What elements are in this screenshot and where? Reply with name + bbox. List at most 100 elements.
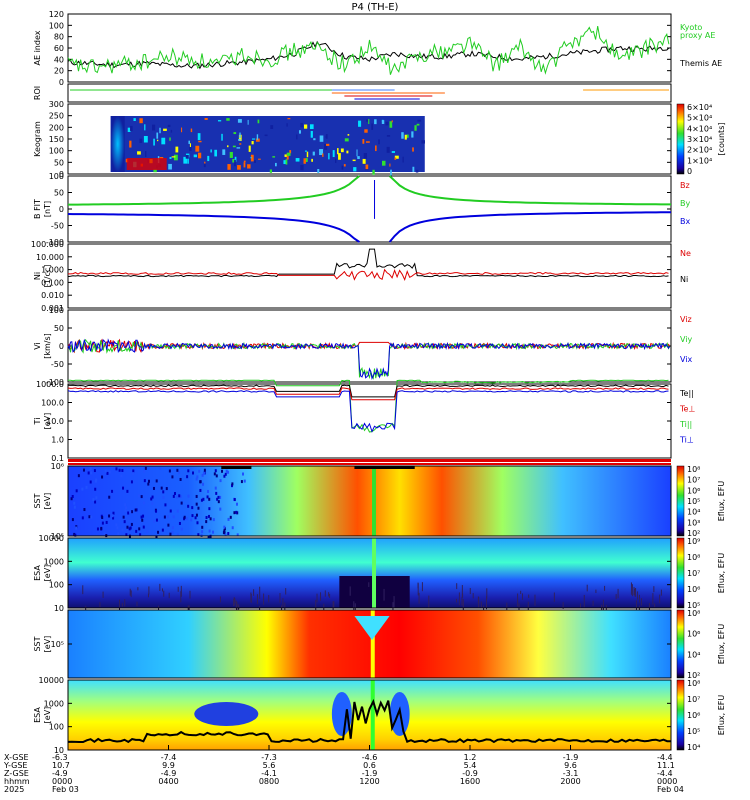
esa-e-streak: [219, 596, 221, 603]
sst-e-flag-2: [354, 466, 415, 469]
sst-e-noise: [81, 516, 84, 520]
esa_e-colorbar-tick: 10⁵: [687, 601, 700, 610]
sst-e-noise: [205, 520, 208, 524]
keogram-pixel: [226, 118, 230, 121]
b-series-bx-a: [67, 213, 360, 243]
keogram-pixel: [353, 167, 357, 172]
esa-e-streak: [580, 603, 582, 609]
ae-ylabel: AE index: [33, 30, 42, 65]
keogram-pixel: [221, 133, 223, 141]
esa-e-streak: [637, 591, 639, 600]
esa_i-colorbar-tick: 10⁸: [687, 679, 700, 688]
sst_i-yunit: [eV]: [43, 636, 52, 653]
esa-e-streak: [553, 592, 555, 602]
sst-e-noise: [87, 471, 90, 475]
keogram-y-tick-label: 0: [59, 170, 64, 179]
keogram-pixel: [385, 121, 389, 126]
keogram-pixel: [300, 164, 304, 171]
sst-e-noise: [215, 491, 218, 495]
ti-legend-0: Te||: [679, 389, 694, 398]
keogram-pixel: [338, 153, 341, 160]
keogram-pixel: [319, 135, 324, 142]
keogram-colorbar-tick: 1×10⁴: [687, 156, 712, 165]
keogram-pixel: [406, 134, 409, 138]
sst_e-colorbar-label: Eflux, EFU: [717, 481, 726, 522]
vi-yunit: [km/s]: [43, 333, 52, 359]
sst-e-noise: [108, 514, 111, 518]
sst-e-noise: [96, 527, 99, 531]
b-yunit: [nT]: [43, 201, 52, 217]
esa-e-streak: [421, 582, 423, 592]
esa_i-colorbar-tick: 10⁷: [687, 695, 700, 704]
sst-e-noise: [217, 495, 220, 499]
keogram-pixel: [257, 119, 260, 124]
sst-e-noise: [206, 495, 209, 499]
esa-e-streak: [518, 603, 520, 616]
keogram-pixel: [198, 140, 202, 143]
keogram-colorbar-tick: 0: [687, 167, 692, 176]
sst-e-noise: [101, 521, 104, 525]
esa-e-streak: [615, 594, 617, 600]
esa-e-streak: [604, 585, 606, 591]
keogram-colorbar-tick: 6×10⁴: [687, 103, 712, 112]
esa-e-streak: [324, 590, 326, 597]
esa-e-streak: [137, 587, 139, 591]
esa_e-frame: [67, 537, 672, 609]
keogram-pixel: [195, 145, 200, 152]
xaxis-x-value: 1.2: [464, 753, 477, 762]
sst-e-noise: [201, 530, 204, 534]
keogram-pixel: [304, 150, 307, 152]
esa-e-streak: [316, 593, 318, 603]
esa-e-streak: [633, 586, 635, 596]
esa-e-streak: [148, 586, 150, 595]
sst-e-noise: [151, 495, 154, 499]
keogram-pixel: [243, 162, 246, 168]
esa-e-streak: [168, 592, 170, 599]
roi-frame: [67, 83, 672, 103]
keogram-pixel: [175, 156, 178, 158]
ni-series-ne: [68, 268, 669, 281]
sst-e-noise: [138, 527, 141, 531]
keogram-pixel: [296, 134, 298, 140]
xaxis-z-value: -4.9: [52, 769, 68, 778]
keogram-pixel: [237, 119, 242, 123]
sst-e-noise: [143, 469, 146, 473]
keogram-pixel: [238, 139, 241, 141]
sst-e-noise: [89, 480, 92, 484]
ni-legend-0: Ne: [680, 249, 691, 258]
keogram-pixel: [285, 159, 288, 165]
sst-e-noise: [89, 467, 92, 471]
keogram-pixel: [269, 169, 273, 173]
keogram-pixel: [341, 165, 344, 170]
keogram-pixel: [169, 157, 172, 160]
sst-e-noise: [139, 533, 142, 537]
sst-e-noise: [93, 469, 96, 473]
ni-y-tick-label: 0.001: [41, 304, 64, 313]
sst-e-noise: [117, 532, 120, 536]
keogram-pixel: [415, 169, 419, 173]
sst-e-noise: [176, 509, 179, 513]
esa-e-center-band: [372, 538, 377, 608]
sst-e-noise: [233, 511, 236, 515]
ae-frame: [67, 13, 672, 83]
sst-e-noise: [73, 501, 76, 505]
esa-e-streak: [130, 590, 132, 598]
ti-series-0: [68, 379, 669, 433]
sst-e-noise: [90, 471, 93, 475]
sst-e-noise: [73, 505, 76, 509]
sst-e-noise: [162, 496, 165, 500]
esa-e-streak: [180, 591, 182, 597]
esa-e-streak: [328, 592, 330, 597]
esa-e-streak: [462, 599, 464, 611]
keogram-red-patch: [126, 158, 167, 170]
sst-e-spectrogram: [68, 466, 671, 536]
sst-e-noise: [219, 495, 222, 499]
sst_e-colorbar-tick: 10³: [687, 518, 700, 527]
sst-e-noise: [195, 502, 198, 506]
keogram-pixel: [217, 120, 222, 122]
sst-e-noise: [223, 527, 226, 531]
sst-e-noise: [195, 513, 198, 517]
sst-e-noise: [199, 488, 202, 492]
keogram-pixel: [363, 153, 368, 159]
esa-e-streak: [332, 601, 334, 611]
